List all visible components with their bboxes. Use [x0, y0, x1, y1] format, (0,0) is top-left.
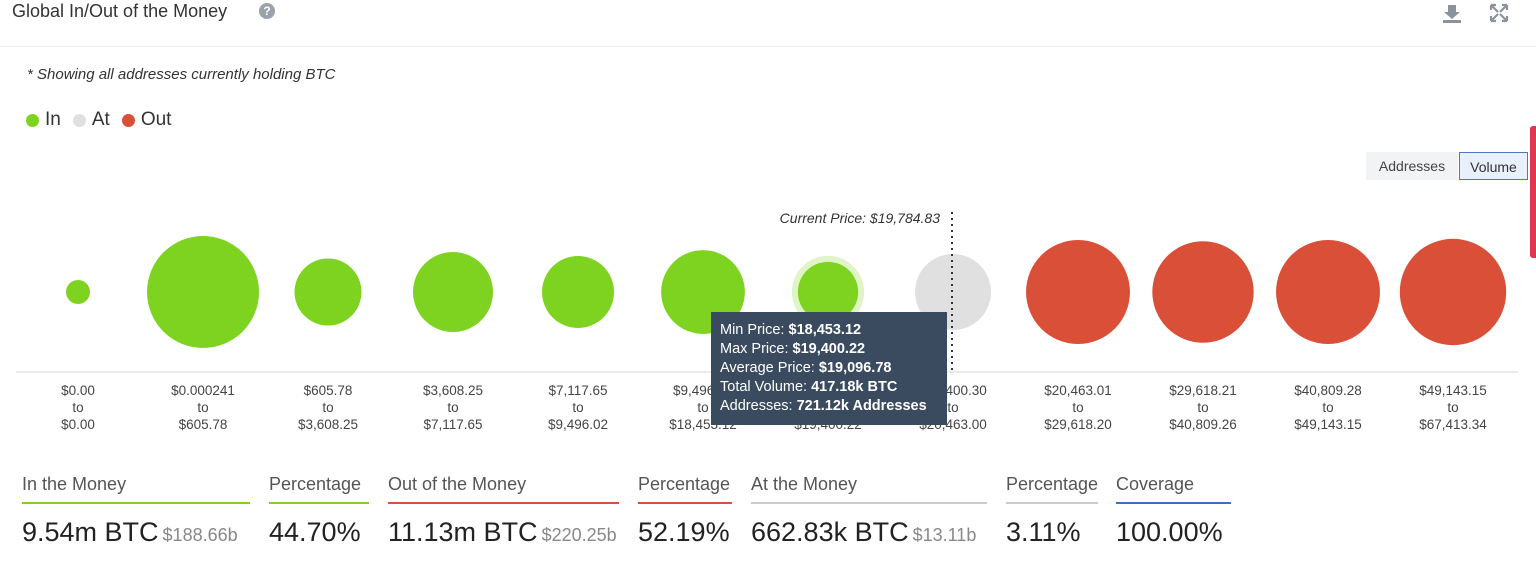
current-price-label: Current Price: $19,784.83	[780, 210, 941, 226]
stat-coverage: Coverage 100.00%	[1116, 474, 1231, 548]
stat-sub-value: $13.11b	[912, 525, 977, 545]
stat-in-percentage: Percentage 44.70%	[269, 474, 369, 548]
stat-value: 662.83k BTC $13.11b	[751, 517, 977, 547]
x-tick-labels: $0.00 to $0.00 $0.000241 to $605.78 $605.78 to $…	[61, 383, 1487, 432]
legend-out-dot	[121, 113, 135, 127]
x-tick-label-9: $29,618.21 to $40,809.26	[1169, 383, 1237, 432]
bubble-3[interactable]	[412, 251, 494, 333]
legend-item-at[interactable]: At	[72, 109, 110, 131]
bubble-2[interactable]	[294, 258, 362, 326]
summary-stats: In the Money 9.54m BTC $188.66b Percentag…	[0, 474, 1536, 574]
stat-in-the-money: In the Money 9.54m BTC $188.66b	[22, 474, 250, 548]
download-icon[interactable]	[1441, 2, 1463, 24]
stat-out-percentage: Percentage 52.19%	[638, 474, 732, 548]
bubble-1[interactable]	[147, 236, 259, 348]
stat-value: 52.19%	[638, 517, 730, 547]
stat-label: Out of the Money	[388, 474, 619, 504]
bubble-11[interactable]	[1399, 238, 1507, 346]
fullscreen-icon[interactable]	[1488, 2, 1510, 24]
bubble-9[interactable]	[1152, 241, 1254, 343]
stat-label: Percentage	[1006, 474, 1098, 504]
legend-item-out[interactable]: Out	[121, 109, 172, 131]
legend-out-label: Out	[140, 109, 172, 130]
addresses-toggle-button[interactable]: Addresses	[1366, 152, 1458, 180]
x-tick-label-4: $7,117.65 to $9,496.02	[548, 383, 608, 432]
stat-sub-value: $220.25b	[541, 525, 617, 545]
bubble-10[interactable]	[1276, 240, 1380, 344]
stat-value: 3.11%	[1006, 517, 1081, 547]
legend-at-dot	[72, 113, 86, 127]
stat-label: In the Money	[22, 474, 250, 504]
holding-note: * Showing all addresses currently holdin…	[27, 66, 336, 83]
legend-in-dot	[26, 113, 39, 127]
stat-value: 11.13m BTC $220.25b	[388, 517, 617, 547]
legend-item-in[interactable]: In	[26, 109, 61, 131]
x-tick-label-3: $3,608.25 to $7,117.65	[423, 383, 483, 432]
x-tick-label-0: $0.00 to $0.00	[61, 383, 95, 432]
bubble-tooltip: Min Price: $18,453.12 Max Price: $19,400…	[711, 312, 947, 425]
stat-label: Percentage	[638, 474, 732, 504]
x-tick-label-10: $40,809.28 to $49,143.15	[1294, 383, 1362, 432]
x-tick-label-8: $20,463.01 to $29,618.20	[1044, 383, 1112, 432]
x-tick-label-11: $49,143.15 to $67,413.34	[1419, 383, 1487, 432]
widget-header: Global In/Out of the Money ?	[0, 0, 1536, 47]
x-tick-label-2: $605.78 to $3,608.25	[298, 383, 358, 432]
legend-in-label: In	[45, 109, 61, 130]
stat-value: 44.70%	[269, 517, 361, 547]
tooltip-row-total-volume: Total Volume: 417.18k BTC	[720, 379, 898, 395]
bubble-8[interactable]	[1026, 240, 1130, 344]
bubble-0[interactable]	[66, 280, 90, 304]
tooltip-row-min-price: Min Price: $18,453.12	[720, 322, 862, 338]
bubble-6[interactable]	[797, 261, 859, 323]
legend-at-label: At	[91, 109, 110, 130]
stat-value: 9.54m BTC $188.66b	[22, 517, 238, 547]
stat-value: 100.00%	[1116, 517, 1223, 547]
bubble-4[interactable]	[542, 256, 614, 328]
help-icon[interactable]: ?	[259, 3, 275, 19]
tooltip-row-average-price: Average Price: $19,096.78	[720, 360, 892, 376]
stat-label: At the Money	[751, 474, 987, 504]
chart-legend: In At Out	[26, 109, 183, 131]
tooltip-row-addresses: Addresses: 721.12k Addresses	[720, 398, 927, 414]
stat-at-percentage: Percentage 3.11%	[1006, 474, 1098, 548]
tooltip-row-max-price: Max Price: $19,400.22	[720, 341, 866, 357]
side-scroll-indicator[interactable]	[1530, 126, 1536, 258]
stat-at-the-money: At the Money 662.83k BTC $13.11b	[751, 474, 987, 548]
x-tick-label-1: $0.000241 to $605.78	[171, 383, 235, 432]
stat-label: Coverage	[1116, 474, 1231, 504]
volume-toggle-button[interactable]: Volume	[1459, 152, 1528, 180]
stat-out-of-the-money: Out of the Money 11.13m BTC $220.25b	[388, 474, 619, 548]
widget-title: Global In/Out of the Money	[12, 1, 228, 21]
stat-sub-value: $188.66b	[162, 525, 238, 545]
stat-label: Percentage	[269, 474, 369, 504]
